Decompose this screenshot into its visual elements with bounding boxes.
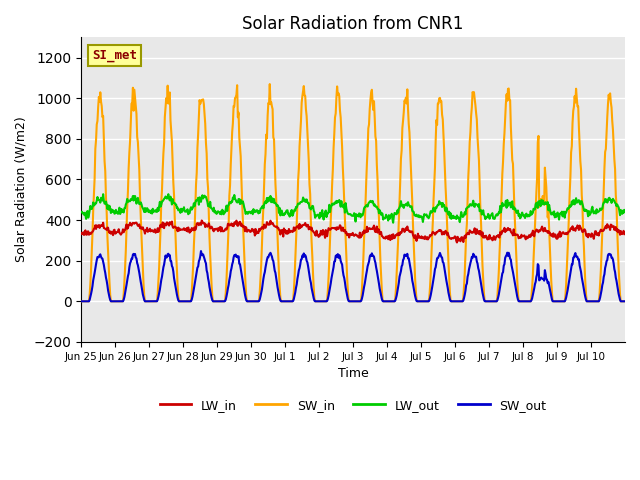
- Text: SI_met: SI_met: [92, 49, 137, 62]
- Legend: LW_in, SW_in, LW_out, SW_out: LW_in, SW_in, LW_out, SW_out: [155, 394, 552, 417]
- Y-axis label: Solar Radiation (W/m2): Solar Radiation (W/m2): [15, 117, 28, 263]
- Title: Solar Radiation from CNR1: Solar Radiation from CNR1: [243, 15, 464, 33]
- X-axis label: Time: Time: [338, 367, 369, 380]
